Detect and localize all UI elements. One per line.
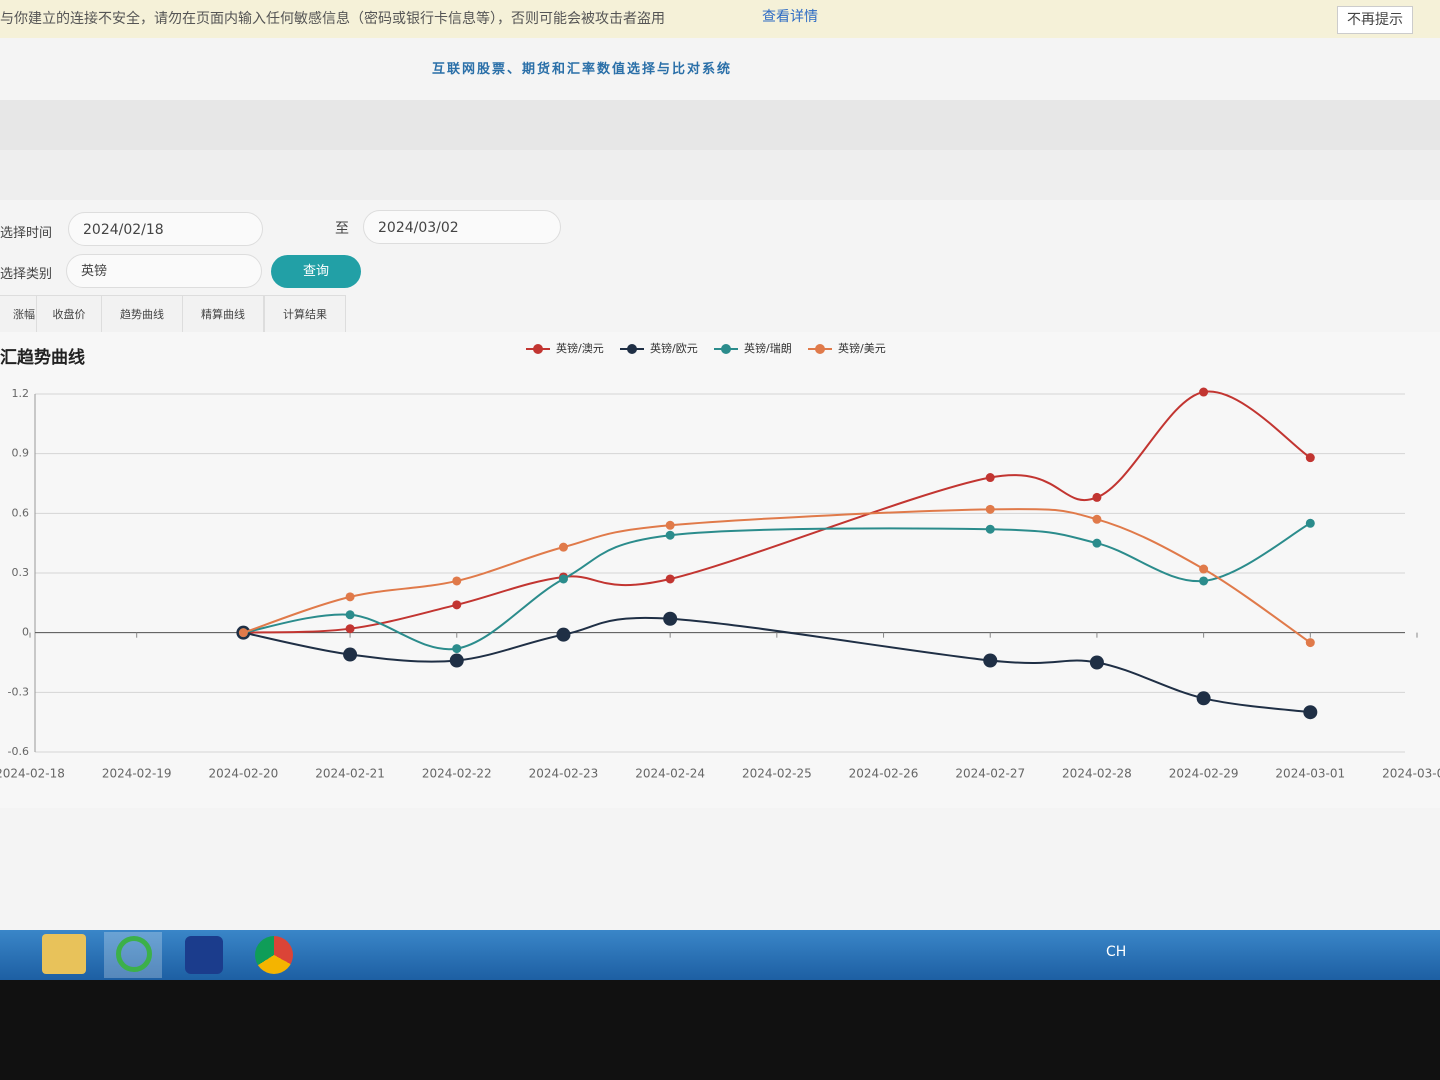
series-line [243,508,1311,644]
series-line [243,390,1311,634]
y-tick-label: -0.3 [8,685,29,698]
chart-title: 汇趋势曲线 [0,347,85,368]
legend-label: 英镑/欧元 [650,341,698,355]
category-select[interactable]: 英镑 [66,254,262,288]
legend-label: 英镑/澳元 [556,341,604,355]
data-point [556,627,571,642]
data-point [665,520,675,530]
flash-icon[interactable] [185,936,223,974]
warning-bar: 与你建立的连接不安全，请勿在页面内输入任何敏感信息（密码或银行卡信息等），否则可… [0,0,1440,38]
x-tick-label: 2024-02-27 [955,767,1025,781]
tab[interactable]: 精算曲线 [182,295,264,335]
legend-marker [533,344,543,354]
category-label: 选择类别 [0,267,53,282]
tab[interactable]: 收盘价 [36,295,102,335]
data-point [1092,514,1102,524]
x-tick-label: 2024-02-28 [1062,767,1132,781]
x-tick-label: 2024-02-25 [742,767,812,781]
tab[interactable]: 计算结果 [264,295,346,335]
data-point [1199,576,1209,586]
x-tick-label: 2024-02-22 [422,767,492,781]
tab[interactable]: 趋势曲线 [101,295,183,335]
tab[interactable]: 涨幅 [0,295,42,335]
data-point [985,504,995,514]
x-tick-label: 2024-03-02 [1382,767,1440,781]
legend-marker [627,344,637,354]
legend-marker [721,344,731,354]
chart-bg [0,332,1440,808]
x-tick-label: 2024-02-29 [1169,767,1239,781]
x-tick-label: 2024-02-24 [635,767,705,781]
legend-label: 英镑/美元 [838,341,886,355]
data-point [665,574,675,584]
data-point [1089,655,1104,670]
x-tick-label: 2024-02-20 [209,767,279,781]
data-point [345,624,355,634]
dismiss-button[interactable]: 不再提示 [1337,6,1413,34]
y-tick-label: 0.9 [12,447,30,460]
end-date-input[interactable]: 2024/03/02 [363,210,561,244]
data-point [558,542,568,552]
page-title: 互联网股票、期货和汇率数值选择与比对系统 [432,62,733,77]
monitor-bezel [0,980,1440,1080]
details-link[interactable]: 查看详情 [762,9,818,25]
data-point [985,473,995,483]
data-point [1303,705,1318,720]
data-point [1305,638,1315,648]
x-tick-label: 2024-02-23 [529,767,599,781]
data-point [1092,538,1102,548]
data-point [452,576,462,586]
header-band [0,100,1440,150]
to-label: 至 [335,221,349,237]
x-tick-label: 2024-02-26 [849,767,919,781]
data-point [665,530,675,540]
warning-text: 与你建立的连接不安全，请勿在页面内输入任何敏感信息（密码或银行卡信息等），否则可… [0,11,665,27]
data-point [1196,691,1211,706]
x-tick-label: 2024-02-21 [315,767,385,781]
data-point [345,610,355,620]
x-tick-label: 2024-03-01 [1275,767,1345,781]
y-tick-label: 0.6 [12,506,30,519]
legend-label: 英镑/瑞朗 [744,341,792,355]
data-point [343,647,358,662]
data-point [345,592,355,602]
y-tick-label: 0.3 [12,566,30,579]
ie-logo [116,936,152,972]
x-tick-label: 2024-02-18 [0,767,65,781]
time-label: 选择时间 [0,226,53,241]
start-date-input[interactable]: 2024/02/18 [68,212,263,246]
data-point [985,524,995,534]
language-indicator[interactable]: CH [1106,944,1127,960]
data-point [983,653,998,668]
data-point [1092,492,1102,502]
data-point [1305,518,1315,528]
taskbar: CH [0,930,1440,980]
x-tick-label: 2024-02-19 [102,767,172,781]
data-point [1199,564,1209,574]
data-point [452,644,462,654]
data-point [558,574,568,584]
series-line [243,522,1311,651]
chart: 汇趋势曲线 1.2 0.9 0.6 0.3 0 -0.3 -0.6 2024-02-18 202… [0,332,1440,808]
data-point [449,653,464,668]
data-point [1199,387,1209,397]
y-tick-label: 0 [22,626,29,639]
data-point [238,628,248,638]
query-button[interactable]: 查询 [271,255,361,288]
header-band [0,150,1440,200]
y-tick-label: -0.6 [8,745,29,758]
y-tick-label: 1.2 [12,387,30,400]
data-point [452,600,462,610]
data-point [663,611,678,626]
folder-icon[interactable] [42,934,86,974]
series-line [243,616,1311,714]
data-point [1305,453,1315,463]
chrome-icon[interactable] [255,936,293,974]
legend-marker [815,344,825,354]
